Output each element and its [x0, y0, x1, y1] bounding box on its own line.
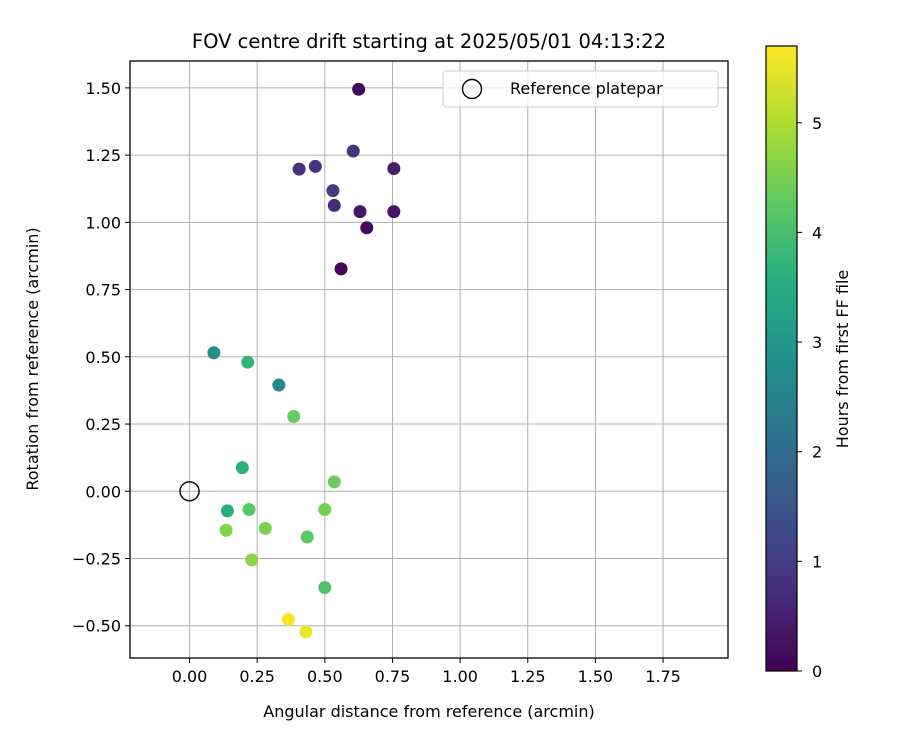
data-point: [308, 159, 322, 173]
y-tick-label: 1.50: [85, 79, 121, 98]
x-tick-label: 1.50: [578, 667, 614, 686]
colorbar-tick-label: 1: [812, 552, 822, 571]
y-axis-label: Rotation from reference (arcmin): [23, 227, 42, 490]
x-tick-label: 1.25: [510, 667, 546, 686]
data-point: [352, 82, 366, 96]
y-tick-label: −0.25: [72, 550, 121, 569]
data-point: [318, 581, 332, 595]
data-point: [292, 162, 306, 176]
grid: [130, 61, 728, 658]
colorbar-tick-label: 4: [812, 223, 822, 242]
y-tick-label: 0.00: [85, 482, 121, 501]
y-axis-ticks: −0.50 −0.25 0.00 0.25 0.50 0.75 1.00 1.25 1.50: [72, 79, 130, 636]
data-point: [327, 475, 341, 489]
x-tick-label: 0.25: [239, 667, 275, 686]
colorbar-label: Hours from first FF file: [833, 270, 852, 449]
y-tick-label: 0.25: [85, 415, 121, 434]
data-point: [326, 184, 340, 198]
x-axis-label: Angular distance from reference (arcmin): [263, 702, 594, 721]
colorbar: 0 1 2 3 4 5 Hours from first FF file: [765, 45, 852, 681]
data-point: [242, 503, 256, 517]
data-point: [281, 613, 295, 627]
x-tick-label: 0.50: [307, 667, 343, 686]
y-tick-label: −0.50: [72, 617, 121, 636]
data-point: [353, 205, 367, 219]
data-point: [299, 625, 313, 639]
colorbar-tick-label: 3: [812, 333, 822, 352]
x-tick-label: 1.75: [645, 667, 681, 686]
y-tick-label: 0.75: [85, 281, 121, 300]
data-point: [219, 523, 233, 537]
colorbar-gradient: [765, 45, 798, 672]
data-point: [360, 221, 374, 235]
legend: Reference platepar: [442, 70, 719, 108]
reference-marker: [179, 481, 200, 502]
legend-box: [442, 70, 719, 108]
data-point: [287, 410, 301, 424]
data-point: [327, 198, 341, 212]
x-axis-ticks: 0.00 0.25 0.50 0.75 1.00 1.25 1.50 1.75: [172, 658, 681, 686]
data-point: [387, 205, 401, 219]
x-tick-label: 0.00: [172, 667, 208, 686]
data-point: [272, 378, 286, 392]
data-point: [220, 504, 234, 518]
legend-reference-marker: [461, 78, 483, 100]
x-tick-label: 0.75: [375, 667, 411, 686]
chart-title: FOV centre drift starting at 2025/05/01 …: [192, 30, 666, 53]
data-point: [387, 162, 401, 176]
data-point: [300, 530, 314, 544]
x-tick-label: 1.00: [442, 667, 478, 686]
data-point: [334, 262, 348, 276]
colorbar-tick-label: 0: [812, 662, 822, 681]
y-tick-label: 0.50: [85, 348, 121, 367]
colorbar-tick-label: 5: [812, 114, 822, 133]
y-tick-label: 1.25: [85, 146, 121, 165]
data-point: [346, 144, 360, 158]
plot-frame: [129, 60, 729, 659]
data-points: [207, 82, 401, 639]
data-point: [235, 461, 249, 475]
data-point: [241, 355, 255, 369]
data-point: [258, 521, 272, 535]
legend-label: Reference platepar: [510, 79, 663, 98]
colorbar-tick-label: 2: [812, 443, 822, 462]
y-tick-label: 1.00: [85, 213, 121, 232]
data-point: [207, 346, 221, 360]
reference-marker-group: [179, 481, 200, 502]
colorbar-ticks: 0 1 2 3 4 5: [797, 114, 822, 681]
data-point: [245, 553, 259, 567]
data-point: [318, 503, 332, 517]
